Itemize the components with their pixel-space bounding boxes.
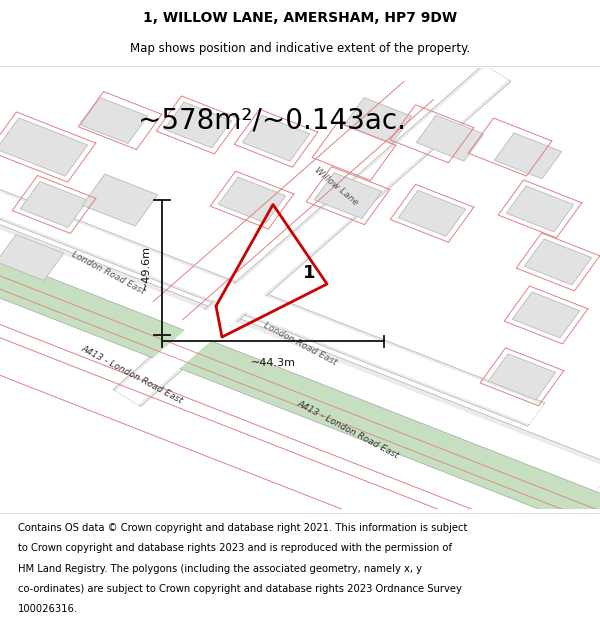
Polygon shape	[242, 115, 310, 161]
Text: ~578m²/~0.143ac.: ~578m²/~0.143ac.	[138, 106, 406, 134]
Text: Willow Lane: Willow Lane	[313, 166, 359, 208]
Polygon shape	[80, 98, 148, 144]
Polygon shape	[488, 354, 556, 400]
Polygon shape	[0, 118, 88, 176]
Text: ~44.3m: ~44.3m	[251, 358, 296, 368]
Text: London Road East: London Road East	[70, 250, 146, 296]
Polygon shape	[314, 173, 382, 219]
Text: Contains OS data © Crown copyright and database right 2021. This information is : Contains OS data © Crown copyright and d…	[18, 523, 467, 533]
Text: A413 - London Road East: A413 - London Road East	[296, 399, 400, 461]
Polygon shape	[524, 239, 592, 285]
Polygon shape	[20, 181, 88, 228]
Polygon shape	[0, 133, 545, 426]
Polygon shape	[0, 212, 600, 542]
Text: 1: 1	[303, 264, 315, 282]
Text: HM Land Registry. The polygons (including the associated geometry, namely x, y: HM Land Registry. The polygons (includin…	[18, 564, 422, 574]
Text: ~49.6m: ~49.6m	[141, 245, 151, 290]
Text: 100026316.: 100026316.	[18, 604, 78, 614]
Text: co-ordinates) are subject to Crown copyright and database rights 2023 Ordnance S: co-ordinates) are subject to Crown copyr…	[18, 584, 462, 594]
Text: 1, WILLOW LANE, AMERSHAM, HP7 9DW: 1, WILLOW LANE, AMERSHAM, HP7 9DW	[143, 11, 457, 24]
Polygon shape	[113, 64, 511, 406]
Polygon shape	[0, 175, 600, 508]
Polygon shape	[506, 186, 574, 232]
Polygon shape	[398, 191, 466, 236]
Polygon shape	[0, 135, 543, 424]
Polygon shape	[416, 115, 484, 161]
Polygon shape	[218, 177, 286, 223]
Polygon shape	[494, 133, 562, 179]
Text: to Crown copyright and database rights 2023 and is reproduced with the permissio: to Crown copyright and database rights 2…	[18, 544, 452, 554]
Polygon shape	[116, 66, 508, 405]
Polygon shape	[0, 234, 64, 281]
Polygon shape	[164, 102, 232, 148]
Text: London Road East: London Road East	[262, 321, 338, 367]
Polygon shape	[0, 179, 600, 504]
Text: Map shows position and indicative extent of the property.: Map shows position and indicative extent…	[130, 42, 470, 55]
Polygon shape	[82, 174, 158, 226]
Text: A413 - London Road East: A413 - London Road East	[80, 344, 184, 405]
Polygon shape	[344, 98, 412, 144]
Polygon shape	[512, 292, 580, 338]
